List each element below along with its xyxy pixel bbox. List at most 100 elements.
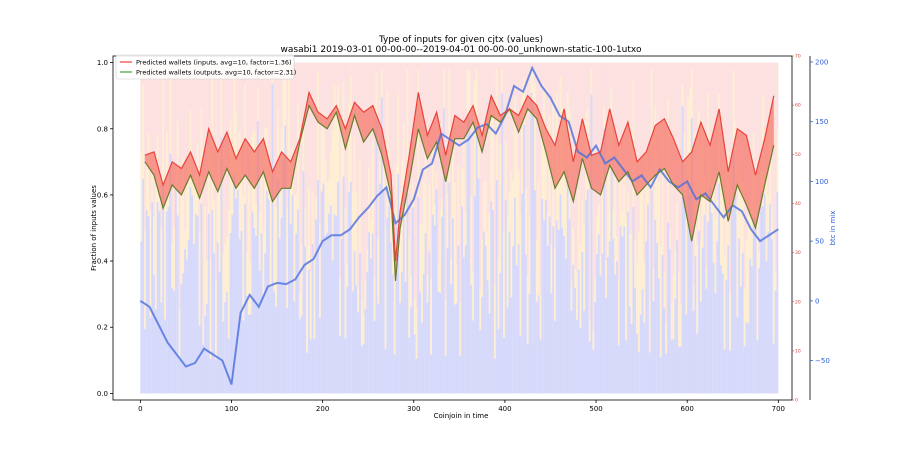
bg-bar-blue [386, 217, 389, 394]
bg-bar-pink [694, 62, 697, 131]
bg-bar-blue [526, 344, 529, 394]
bg-bar-blue [395, 222, 398, 394]
bg-bar-blue [650, 190, 653, 394]
bg-bar-blue [399, 302, 402, 394]
bg-bar-orange [597, 205, 600, 235]
bg-bar-pink [291, 62, 294, 148]
bg-bar-orange [151, 172, 154, 202]
bg-bar-blue [617, 344, 620, 394]
bg-bar-orange [459, 302, 462, 356]
bg-bar-pink [154, 62, 157, 187]
bg-bar-blue [156, 201, 159, 394]
bg-bar-orange [570, 280, 573, 311]
bg-bar-blue [774, 290, 777, 394]
bg-bar-pink [462, 62, 465, 145]
bg-bar-orange [340, 117, 343, 239]
bg-bar-orange [601, 139, 604, 254]
bg-bar-blue [510, 297, 513, 394]
bg-bar-orange [218, 148, 221, 272]
bg-bar-pink [182, 62, 185, 159]
bg-bar-orange [204, 206, 206, 317]
bg-bar-pink [676, 62, 679, 203]
bg-bar-pink [606, 62, 609, 163]
bg-bar-pink [566, 62, 569, 92]
bg-bar-orange [563, 116, 566, 237]
bg-bar-orange [191, 177, 194, 196]
bg-bar-pink [419, 62, 422, 226]
bg-bar-orange [510, 170, 513, 298]
bg-bar-blue [266, 190, 268, 394]
bg-bar-blue [209, 358, 212, 394]
bg-bar-pink [634, 62, 637, 240]
bg-bar-blue [459, 355, 462, 394]
bg-bar-orange [351, 190, 354, 292]
bg-bar-blue [676, 240, 679, 394]
bg-bar-blue [579, 328, 582, 394]
bg-bar-orange [171, 241, 174, 288]
bg-bar-orange [508, 191, 511, 232]
bg-bar-orange [608, 122, 611, 242]
bg-bar-blue [761, 206, 764, 394]
inputs-line [144, 90, 775, 262]
bg-bar-blue [195, 213, 197, 394]
bg-bar-blue [623, 226, 626, 394]
bg-bar-pink [401, 62, 403, 161]
bg-bar-pink [563, 62, 566, 117]
bg-bar-orange [406, 69, 409, 194]
bg-bar-pink [313, 62, 316, 259]
bg-bar-pink [707, 62, 710, 94]
bg-bar-blue [539, 339, 542, 394]
bg-bar-pink [431, 62, 434, 146]
bg-bar-orange [623, 175, 626, 227]
bg-bar-blue [346, 286, 349, 394]
bg-bar-pink [298, 62, 301, 293]
bg-bar-pink [349, 62, 352, 76]
bg-bar-pink [158, 62, 161, 177]
bg-bar-blue [452, 218, 454, 394]
bg-bar-blue [318, 317, 321, 394]
bg-bar-blue [710, 212, 713, 394]
bg-bar-pink [240, 62, 243, 174]
x-axis-ticks: 0 100 200 300 400 500 600 700 [138, 400, 785, 413]
bg-bar-orange [324, 160, 327, 236]
bg-bar-blue [670, 339, 673, 394]
bg-bar-blue [566, 171, 569, 394]
bg-bar-orange [670, 302, 673, 340]
bg-bar-pink [149, 62, 152, 211]
bg-bar-orange [652, 267, 655, 301]
bg-bar-pink [492, 62, 494, 111]
bg-bar-blue [512, 246, 515, 394]
bg-bar-blue [632, 206, 635, 394]
bg-bar-pink [523, 62, 525, 77]
bg-bar-blue [694, 256, 697, 394]
bg-bar-pink [335, 62, 338, 104]
bg-bar-pink [532, 62, 535, 70]
bg-bar-blue [719, 264, 722, 394]
bg-bar-orange [371, 141, 374, 234]
btc-axis-ticks: −50 0 50 100 150 200 [810, 58, 830, 365]
bg-bar-blue [497, 328, 500, 394]
bg-bar-blue [337, 181, 340, 394]
bg-bar-orange [426, 274, 429, 303]
bg-bar-pink [204, 62, 206, 207]
bg-bar-pink [499, 62, 502, 145]
bg-bar-blue [698, 231, 700, 394]
bg-bar-orange [668, 229, 671, 249]
bg-bar-blue [668, 248, 671, 394]
bg-bar-orange [317, 70, 319, 180]
bg-bar-orange [384, 225, 387, 349]
bg-bar-orange [579, 243, 582, 329]
bg-bar-pink [687, 62, 690, 99]
bg-bar-orange [512, 180, 515, 247]
bg-bar-pink [490, 62, 493, 107]
bg-bar-blue [625, 340, 628, 394]
bg-bar-orange [650, 69, 653, 191]
legend-box [115, 54, 295, 80]
bg-bar-pink [406, 62, 409, 70]
bg-bar-blue [344, 338, 347, 394]
bg-bar-blue [472, 320, 474, 394]
bg-bar-orange [685, 207, 688, 315]
bg-bar-blue [594, 301, 597, 394]
bg-bar-pink [725, 62, 728, 158]
bg-bar-orange [275, 207, 278, 307]
